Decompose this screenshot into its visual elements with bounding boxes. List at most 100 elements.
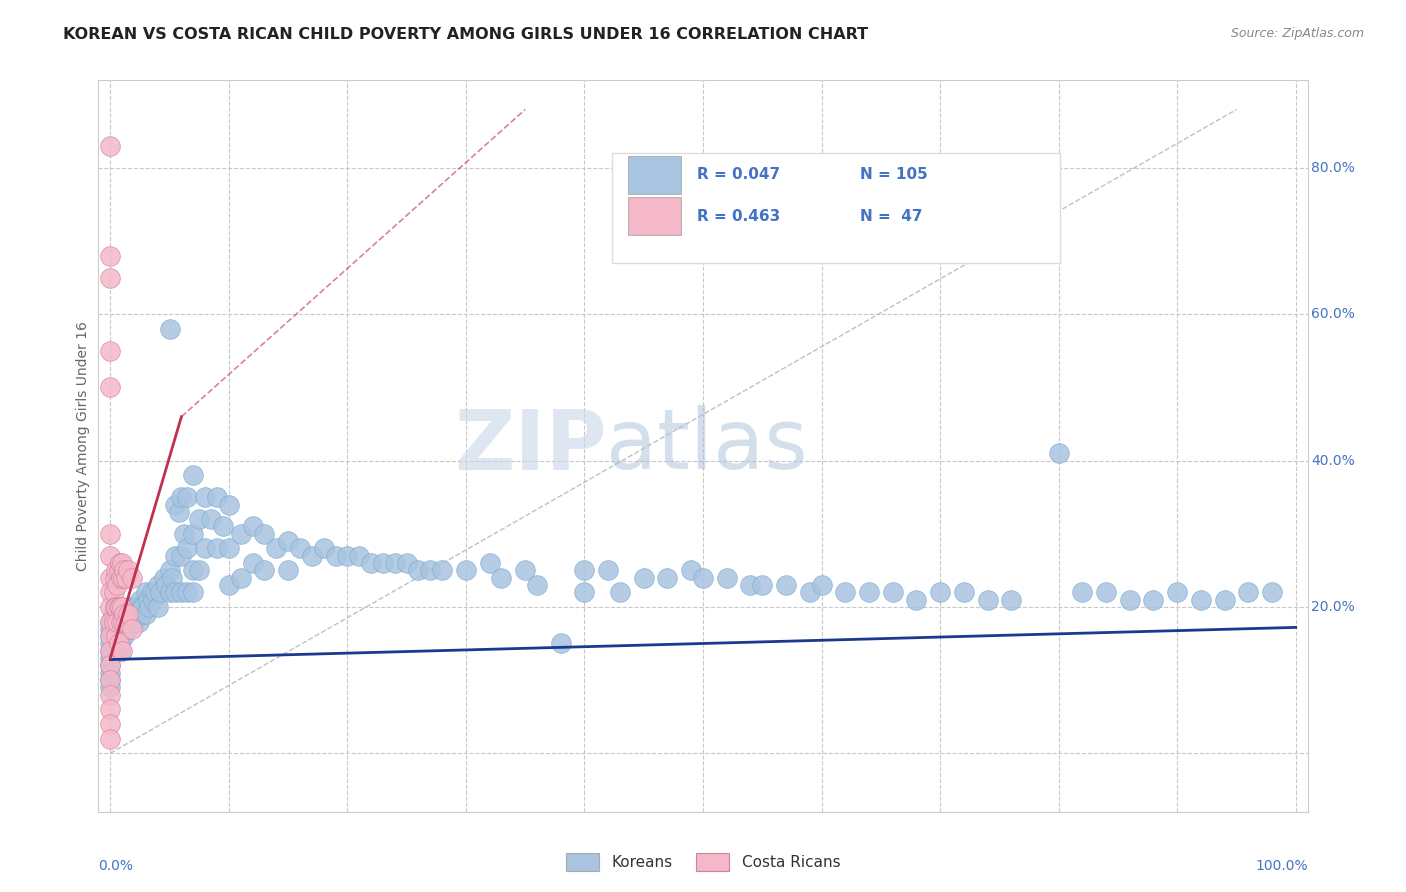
Point [105,615,128,629]
Point [146,578,169,592]
Point [122,615,145,629]
Point [165,498,187,512]
Point [98,702,121,716]
Text: 100.0%: 100.0% [1256,859,1308,873]
Text: ZIP: ZIP [454,406,606,486]
Point [200,512,222,526]
Point [143,585,166,599]
Point [181,585,204,599]
Point [598,563,620,577]
Point [132,599,155,614]
Point [229,571,252,585]
Point [173,526,195,541]
Text: R = 0.463: R = 0.463 [697,209,780,224]
Point [98,717,121,731]
Text: 40.0%: 40.0% [1312,454,1355,467]
Point [550,636,572,650]
Point [114,615,136,629]
Point [253,563,276,577]
Point [128,615,150,629]
Point [104,571,127,585]
Point [121,615,143,629]
Point [129,592,152,607]
Point [1261,585,1284,599]
Point [112,571,135,585]
Point [478,556,501,570]
Point [105,644,128,658]
Point [176,541,198,556]
Point [98,651,121,665]
Point [111,556,134,570]
Point [212,519,235,533]
Point [288,541,311,556]
Point [118,599,141,614]
Point [111,599,134,614]
Text: KOREAN VS COSTA RICAN CHILD POVERTY AMONG GIRLS UNDER 16 CORRELATION CHART: KOREAN VS COSTA RICAN CHILD POVERTY AMON… [63,27,869,42]
Point [205,541,228,556]
Point [419,563,441,577]
Point [114,607,136,622]
Point [242,556,264,570]
Point [395,556,418,570]
Text: N =  47: N = 47 [860,209,922,224]
Text: 60.0%: 60.0% [1312,308,1355,321]
Point [98,665,121,680]
Point [165,549,187,563]
Point [131,607,153,622]
Point [574,563,596,577]
Point [775,578,797,592]
Point [117,563,139,577]
FancyBboxPatch shape [628,197,682,235]
Point [111,629,134,643]
Point [218,498,240,512]
Point [325,549,347,563]
Point [105,636,128,650]
Point [105,629,128,643]
Point [108,636,131,650]
Point [129,599,152,614]
Text: N = 105: N = 105 [860,167,928,182]
Point [181,526,204,541]
Point [135,607,157,622]
Point [167,505,190,519]
Point [127,607,149,622]
Point [170,585,193,599]
Point [111,615,134,629]
Point [976,592,998,607]
Point [347,549,370,563]
Point [103,615,125,629]
Point [107,636,129,650]
Point [98,585,121,599]
Point [176,490,198,504]
Point [114,607,136,622]
Point [160,571,183,585]
Point [799,585,821,599]
Point [657,571,679,585]
Point [491,571,513,585]
Point [108,556,131,570]
Point [98,599,121,614]
Point [135,585,157,599]
Point [1095,585,1118,599]
Point [98,681,121,695]
Point [574,585,596,599]
Point [98,615,121,629]
FancyBboxPatch shape [628,155,682,194]
Point [1213,592,1236,607]
Point [633,571,655,585]
Point [121,607,143,622]
Point [810,578,832,592]
Point [98,549,121,563]
Point [301,549,323,563]
Point [98,615,121,629]
Point [336,549,359,563]
Point [312,541,335,556]
Text: Source: ZipAtlas.com: Source: ZipAtlas.com [1230,27,1364,40]
Point [117,622,139,636]
Point [125,599,148,614]
Point [98,343,121,358]
Text: 80.0%: 80.0% [1312,161,1355,175]
Point [205,490,228,504]
Point [103,585,125,599]
Point [98,380,121,394]
